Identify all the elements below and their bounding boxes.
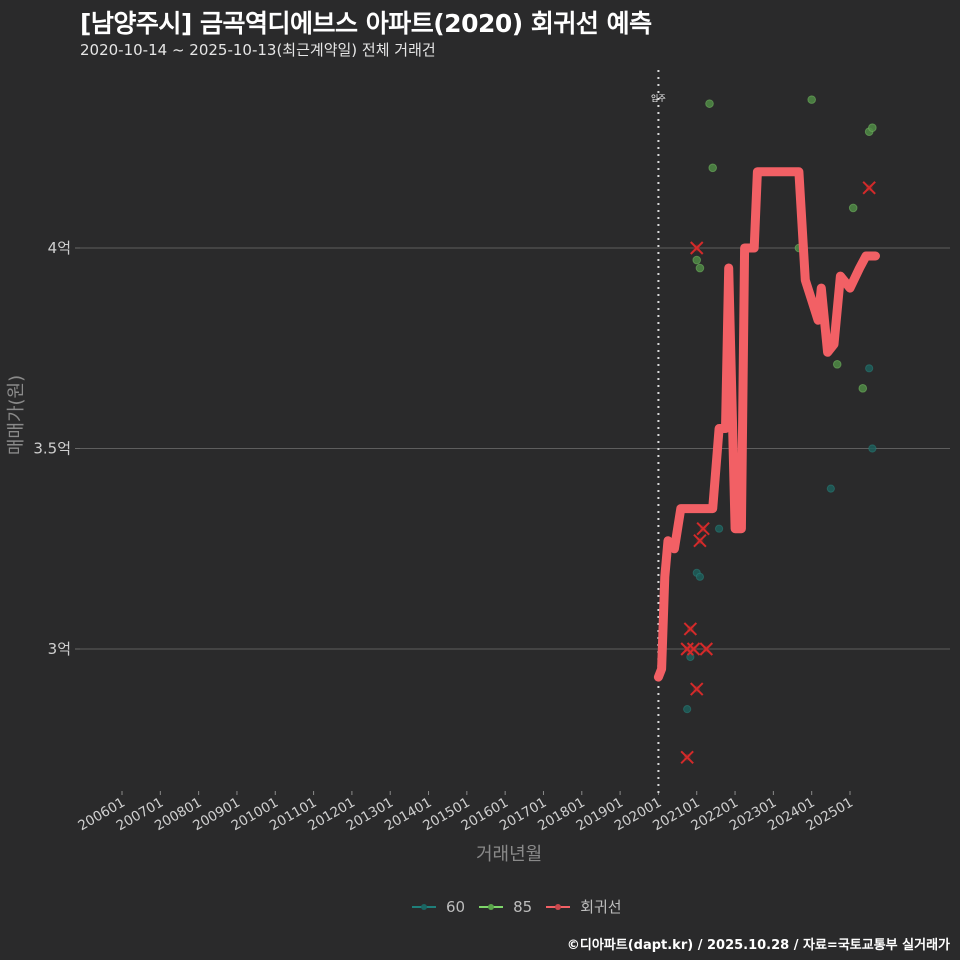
y-tick-label: 3억	[48, 640, 71, 658]
data-point-60	[826, 484, 835, 493]
legend-label-regression: 회귀선	[580, 898, 622, 916]
regression-marker-x-icon	[699, 642, 714, 656]
x-axis-ticks: 2006012007012008012009012010012011012012…	[75, 791, 856, 834]
data-point-85	[832, 359, 842, 369]
regression-marker-x-icon	[693, 534, 707, 548]
data-point-60	[683, 705, 692, 714]
regression-marker-x-icon	[690, 241, 704, 255]
data-point-85	[807, 95, 816, 104]
legend-key-regression-icon	[546, 900, 571, 914]
data-point-85	[705, 99, 714, 108]
data-point-85	[708, 163, 718, 173]
data-point-85	[695, 263, 705, 273]
y-axis-ticks: 3억 3.5억 4억	[33, 239, 80, 658]
chart-title: [남양주시] 금곡역디에브스 아파트(2020) 회귀선 예측	[80, 9, 652, 38]
x-axis-label: 거래년월	[476, 844, 543, 865]
chart-subtitle: 2020-10-14 ~ 2025-10-13(최근계약일) 전체 거래건	[80, 41, 436, 59]
legend-item-regression[interactable]: 회귀선	[546, 896, 622, 917]
legend: 60 85 회귀선	[412, 896, 626, 917]
move-in-marker-line: 입주	[651, 70, 666, 795]
regression-marker-x-icon	[862, 181, 876, 195]
regression-x-markers	[680, 181, 876, 764]
legend-item-85[interactable]: 85	[479, 898, 532, 916]
data-point-85	[692, 255, 702, 265]
series-60-points	[683, 364, 877, 714]
data-point-60	[695, 572, 705, 581]
legend-label-85: 85	[513, 897, 533, 916]
legend-label-60: 60	[446, 897, 466, 916]
move-in-label: 입주	[651, 94, 666, 103]
regression-line	[653, 167, 880, 682]
regression-marker-x-icon	[680, 642, 694, 656]
regression-marker-x-icon	[680, 750, 694, 764]
data-point-60	[868, 444, 877, 453]
data-point-85	[868, 123, 877, 132]
regression-marker-x-icon	[696, 521, 710, 536]
data-point-60	[865, 364, 874, 373]
data-point-85	[848, 203, 858, 213]
regression-marker-x-icon	[690, 682, 704, 696]
y-tick-label: 3.5억	[33, 440, 71, 458]
y-axis-label: 매매가(원)	[6, 374, 27, 456]
legend-key-85-icon	[479, 900, 504, 914]
y-tick-label: 4억	[48, 239, 71, 257]
regression-marker-x-icon	[686, 642, 701, 656]
series-85-points	[692, 95, 877, 393]
data-point-85	[858, 384, 868, 393]
legend-key-60-icon	[412, 900, 436, 914]
data-point-60	[714, 524, 724, 533]
legend-item-60[interactable]: 60	[412, 898, 465, 916]
regression-marker-x-icon	[683, 622, 698, 636]
footer-credit: ©디아파트(dapt.kr) / 2025.10.28 / 자료=국토교통부 실…	[566, 938, 950, 953]
